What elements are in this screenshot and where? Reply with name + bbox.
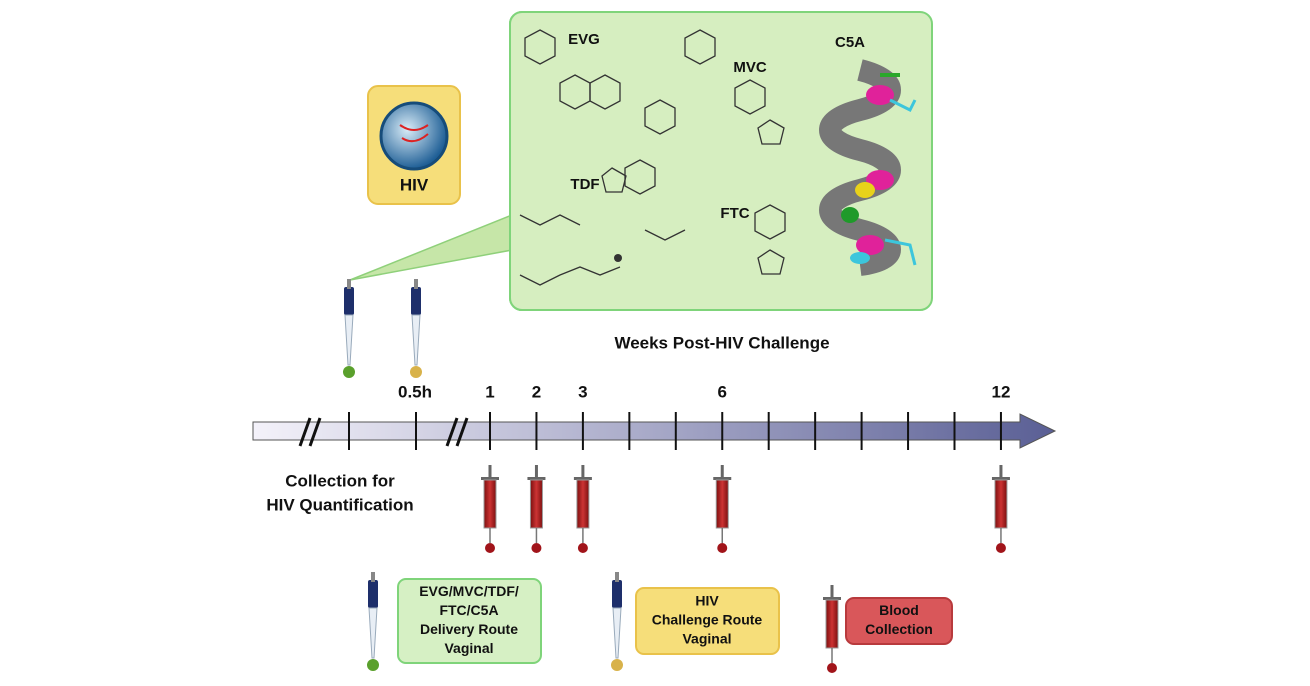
- drop: [995, 543, 1006, 553]
- tick-labels: 0.5h 1 2 3 6 12: [398, 382, 1010, 401]
- drop: [827, 663, 837, 673]
- syringe-flange: [481, 477, 499, 480]
- syringe-flange: [573, 477, 592, 480]
- drop: [485, 543, 495, 553]
- pipette-plunger: [347, 279, 351, 289]
- syringe-plunger: [488, 465, 492, 477]
- time-arrow: [252, 413, 1057, 449]
- legend-line: FTC/C5A: [439, 602, 498, 618]
- syringe-plunger: [534, 465, 538, 477]
- tick-label: 1: [485, 382, 494, 401]
- pipette-plunger: [414, 279, 418, 289]
- drop: [343, 366, 355, 378]
- syringe-plunger: [999, 465, 1003, 477]
- legend-line: Collection: [865, 621, 933, 637]
- syringe-plunger: [830, 585, 834, 597]
- pipette-tip: [411, 314, 421, 366]
- timeline-title: Weeks Post-HIV Challenge: [614, 333, 829, 352]
- legend-text: EVG/MVC/TDF/FTC/C5A Delivery Route Vaginal…: [419, 583, 933, 656]
- tick-label: 3: [578, 382, 587, 401]
- pipette-body: [344, 287, 354, 315]
- legend-line: EVG/MVC/TDF/: [419, 583, 519, 599]
- virus-label: HIV: [400, 175, 429, 194]
- syringe-barrel: [994, 479, 1008, 529]
- tick-label: 6: [718, 382, 727, 401]
- collection-label: HIV Quantification: [266, 495, 413, 514]
- syringe-barrel: [576, 479, 590, 529]
- syringe-flange: [823, 597, 841, 600]
- drug-inset-box: [509, 11, 933, 311]
- pipette-tip: [612, 607, 622, 659]
- drug-label: MVC: [733, 59, 767, 76]
- tick-label: 0.5h: [398, 382, 432, 401]
- pipette-body: [612, 580, 622, 608]
- legend-box: [635, 587, 780, 655]
- syringe-plunger: [720, 465, 724, 477]
- tick-label: 12: [991, 382, 1010, 401]
- drop: [410, 366, 422, 378]
- drug-label: FTC: [720, 205, 749, 222]
- ticks: [348, 412, 1002, 450]
- pipette-body: [368, 580, 378, 608]
- drop: [611, 659, 623, 671]
- pipette-plunger: [615, 572, 619, 582]
- legend-line: Blood: [879, 602, 919, 618]
- legend-line: HIV: [695, 593, 719, 609]
- pipette-body: [411, 287, 421, 315]
- tick-label: 2: [532, 382, 541, 401]
- syringe-flange: [991, 477, 1010, 480]
- syringe-flange: [713, 477, 732, 480]
- collection-label: Collection for: [285, 471, 395, 490]
- legend-box: [397, 578, 542, 664]
- pipette-plunger: [371, 572, 375, 582]
- drop: [717, 543, 728, 553]
- drop: [577, 543, 588, 553]
- syringe-barrel: [715, 479, 729, 529]
- drop: [367, 659, 379, 671]
- legend-line: Delivery Route: [420, 621, 518, 637]
- legend-line: Vaginal: [444, 640, 493, 656]
- syringe-flange: [527, 477, 546, 480]
- syringe-barrel: [529, 479, 543, 529]
- pipette-tip: [368, 607, 378, 659]
- callout-wedge: [349, 213, 513, 281]
- syringe-barrel: [483, 479, 497, 529]
- drug-label: C5A: [835, 34, 865, 51]
- virus-icon: [379, 101, 449, 171]
- structures: [519, 29, 786, 286]
- drug-label: EVG: [568, 31, 600, 48]
- devices: [343, 279, 1010, 673]
- drug-label: TDF: [570, 176, 599, 193]
- legend-line: Challenge Route: [652, 612, 763, 628]
- legend-box: [845, 597, 953, 645]
- syringe-plunger: [581, 465, 585, 477]
- legend-line: Vaginal: [682, 631, 731, 647]
- pipette-tip: [344, 314, 354, 366]
- drop: [531, 543, 542, 553]
- syringe-barrel: [825, 599, 839, 649]
- peptide-helix: [819, 59, 917, 276]
- axis-break: [298, 417, 469, 447]
